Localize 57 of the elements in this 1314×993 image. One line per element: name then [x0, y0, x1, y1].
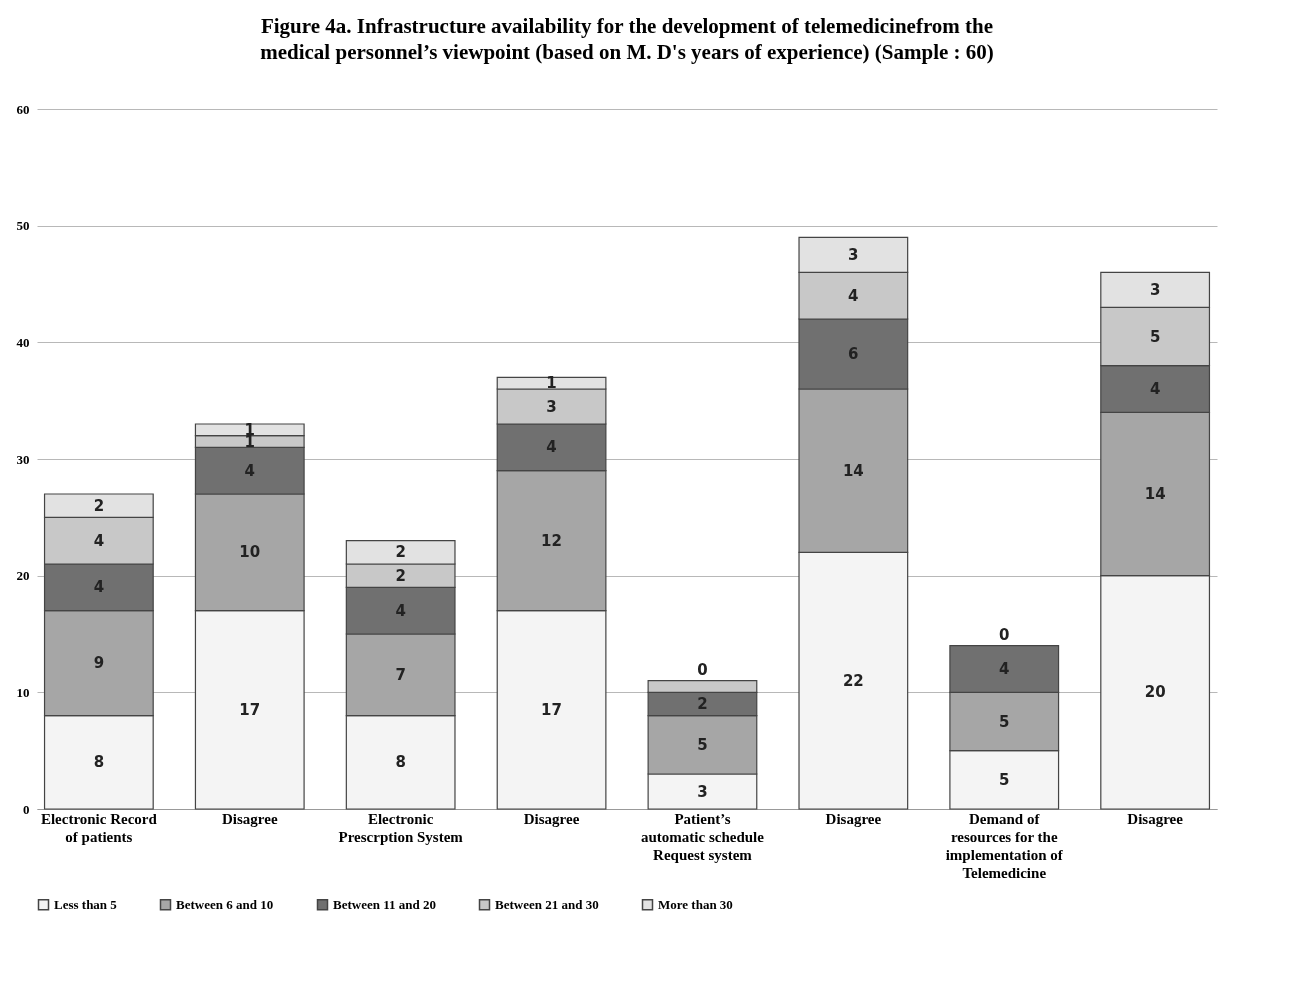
y-tick-label: 10 — [16, 684, 30, 700]
data-label: 2 — [697, 695, 708, 713]
data-label: 0 — [999, 625, 1010, 644]
data-label: 4 — [1149, 380, 1161, 398]
x-tick-label: Patient’s automatic schedule Request system — [640, 810, 765, 863]
data-label: 4 — [848, 286, 859, 305]
x-tick-label: Disagree — [825, 810, 882, 827]
x-tick-label: Demand of resources for the implementation of Telemedicine — [945, 810, 1064, 881]
data-label: 17 — [239, 700, 261, 719]
data-label: 2 — [93, 496, 105, 515]
data-label: 3 — [1149, 280, 1161, 299]
x-tick-label: Disagree — [523, 810, 580, 827]
legend-label: Less than 5 — [54, 896, 118, 912]
data-label: 17 — [541, 700, 562, 719]
data-label: 4 — [395, 601, 406, 620]
data-label: 5 — [697, 735, 708, 754]
data-label: 7 — [395, 665, 406, 684]
data-label: 1 — [546, 374, 557, 393]
data-label: 3 — [697, 782, 708, 801]
data-label: 10 — [239, 543, 261, 562]
data-label: 8 — [395, 753, 406, 772]
legend-label: More than 30 — [658, 896, 733, 912]
data-label: 14 — [842, 461, 864, 480]
data-label: 4 — [93, 578, 105, 597]
data-label: 20 — [1144, 683, 1166, 702]
data-label: 0 — [697, 660, 708, 679]
data-label: 14 — [1144, 485, 1166, 503]
x-tick-label: Electronic Prescrption System — [338, 810, 464, 845]
data-label: 2 — [395, 543, 406, 562]
x-tick-label: Disagree — [221, 810, 278, 827]
data-label: 8 — [93, 753, 105, 772]
x-tick-label: Disagree — [1127, 810, 1184, 827]
y-tick-label: 0 — [23, 801, 30, 817]
data-label: 3 — [848, 245, 859, 264]
data-label: 4 — [999, 660, 1010, 678]
data-label: 22 — [842, 671, 864, 690]
data-label: 6 — [848, 345, 859, 363]
chart-title: Figure 4a. Infrastructure availability for the development of telemedicinefrom the medical personnel’s viewpoint (based on M. D's years of experience) (Sample : 60) — [260, 14, 994, 64]
data-label: 4 — [244, 461, 255, 480]
data-label: 12 — [541, 531, 562, 550]
y-tick-label: 60 — [16, 101, 30, 117]
data-label: 5 — [999, 770, 1010, 789]
data-label: 3 — [546, 397, 557, 416]
legend-label: Between 6 and 10 — [176, 896, 274, 912]
y-tick-label: 50 — [16, 218, 30, 234]
data-label: 5 — [1149, 327, 1161, 346]
y-tick-label: 30 — [16, 451, 30, 467]
data-label: 2 — [395, 566, 406, 585]
legend-label: Between 21 and 30 — [495, 896, 599, 912]
data-label: 9 — [93, 654, 105, 673]
data-label: 4 — [93, 531, 105, 550]
legend-label: Between 11 and 20 — [333, 896, 436, 912]
x-tick-label: Electronic Record of patients — [40, 810, 158, 845]
data-label: 4 — [546, 438, 557, 457]
y-tick-label: 20 — [16, 568, 30, 584]
y-tick-label: 40 — [16, 334, 30, 350]
data-label: 5 — [999, 712, 1010, 731]
